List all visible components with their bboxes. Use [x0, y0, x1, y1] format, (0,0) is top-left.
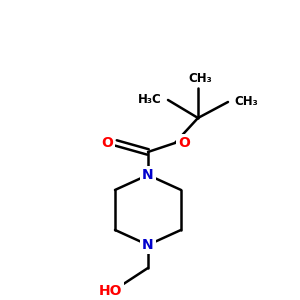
Text: O: O: [178, 136, 190, 150]
Text: N: N: [142, 168, 154, 182]
Text: H₃C: H₃C: [138, 94, 162, 106]
Text: CH₃: CH₃: [234, 95, 258, 109]
Text: CH₃: CH₃: [188, 73, 212, 85]
Text: HO: HO: [98, 284, 122, 298]
Text: O: O: [101, 136, 113, 150]
Text: N: N: [142, 238, 154, 252]
